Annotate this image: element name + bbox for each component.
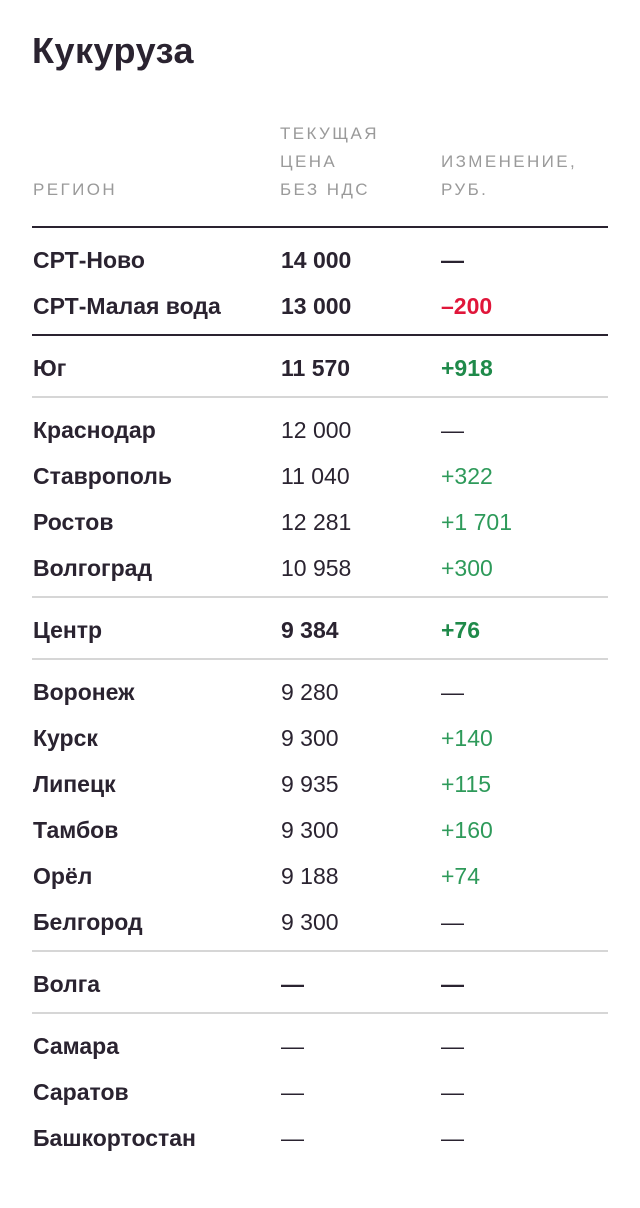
page-title: Кукуруза bbox=[32, 30, 195, 71]
change-cell: +76 bbox=[441, 617, 481, 643]
region-cell: Самара bbox=[33, 1033, 120, 1059]
price-cell: 9 300 bbox=[281, 725, 339, 751]
change-cell: +1 701 bbox=[441, 509, 512, 535]
price-cell: — bbox=[281, 1079, 304, 1105]
group-divider bbox=[32, 950, 608, 952]
change-cell: +115 bbox=[441, 771, 492, 797]
table-row: Воронеж 9 280 — bbox=[0, 672, 640, 712]
change-cell: — bbox=[441, 971, 464, 997]
region-cell: Ставрополь bbox=[33, 463, 173, 489]
change-cell: — bbox=[441, 417, 464, 443]
group-divider bbox=[32, 334, 608, 336]
column-header-price-line: ЦЕНА bbox=[280, 152, 338, 171]
region-cell: Волга bbox=[33, 971, 101, 997]
price-cell: 9 188 bbox=[281, 863, 339, 889]
price-cell: 12 000 bbox=[281, 417, 352, 443]
price-cell: 13 000 bbox=[281, 293, 352, 319]
price-cell: — bbox=[281, 1033, 304, 1059]
price-cell: 9 280 bbox=[281, 679, 339, 705]
price-cell: 9 384 bbox=[281, 617, 339, 643]
group-divider bbox=[32, 596, 608, 598]
price-cell: — bbox=[281, 971, 304, 997]
region-cell: СРТ-Ново bbox=[33, 247, 145, 273]
table-row: Ростов 12 281 +1 701 bbox=[0, 502, 640, 542]
change-cell: — bbox=[441, 247, 464, 273]
change-cell: — bbox=[441, 1033, 464, 1059]
table-row: Курск 9 300 +140 bbox=[0, 718, 640, 758]
column-header-price-line: БЕЗ НДС bbox=[280, 180, 370, 199]
table-row: Орёл 9 188 +74 bbox=[0, 856, 640, 896]
price-cell: 11 040 bbox=[281, 463, 350, 489]
region-cell: Липецк bbox=[33, 771, 116, 797]
column-header-change-line: РУБ. bbox=[441, 180, 489, 199]
region-cell: Башкортостан bbox=[33, 1125, 196, 1151]
price-cell: 9 935 bbox=[281, 771, 339, 797]
change-cell: +918 bbox=[441, 355, 493, 381]
group-divider bbox=[32, 658, 608, 660]
price-cell: 10 958 bbox=[281, 555, 352, 581]
column-header-price-line: ТЕКУЩАЯ bbox=[280, 124, 379, 143]
region-cell: Краснодар bbox=[33, 417, 156, 443]
table-row: Волгоград 10 958 +300 bbox=[0, 548, 640, 588]
table-row: Краснодар 12 000 — bbox=[0, 410, 640, 450]
change-cell: +322 bbox=[441, 463, 493, 489]
price-cell: — bbox=[281, 1125, 304, 1151]
region-cell: Центр bbox=[33, 617, 103, 643]
region-cell: Тамбов bbox=[33, 817, 119, 843]
change-cell: — bbox=[441, 909, 464, 935]
table-row: Центр 9 384 +76 bbox=[0, 610, 640, 650]
price-cell: 14 000 bbox=[281, 247, 352, 273]
region-cell: Ростов bbox=[33, 509, 114, 535]
table-row: Липецк 9 935 +115 bbox=[0, 764, 640, 804]
table-row: Самара — — bbox=[0, 1026, 640, 1066]
table-row: Саратов — — bbox=[0, 1072, 640, 1112]
group-divider bbox=[32, 396, 608, 398]
price-cell: 9 300 bbox=[281, 909, 339, 935]
column-header-region: РЕГИОН bbox=[33, 180, 118, 199]
table-row: Ставрополь 11 040 +322 bbox=[0, 456, 640, 496]
change-cell: +140 bbox=[441, 725, 493, 751]
table-row: Башкортостан — — bbox=[0, 1118, 640, 1158]
price-cell: 9 300 bbox=[281, 817, 339, 843]
table-row: СРТ-Ново 14 000 — bbox=[0, 240, 640, 280]
table-row: Тамбов 9 300 +160 bbox=[0, 810, 640, 850]
column-header-change-line: ИЗМЕНЕНИЕ, bbox=[441, 152, 578, 171]
region-cell: Волгоград bbox=[33, 555, 153, 581]
region-cell: Юг bbox=[33, 355, 67, 381]
change-cell: — bbox=[441, 1125, 464, 1151]
table-row: Волга — — bbox=[0, 964, 640, 1004]
change-cell: — bbox=[441, 1079, 464, 1105]
change-cell: +300 bbox=[441, 555, 493, 581]
column-header-change: ИЗМЕНЕНИЕ, РУБ. bbox=[441, 148, 611, 204]
price-cell: 11 570 bbox=[281, 355, 351, 381]
table-row: Юг 11 570 +918 bbox=[0, 348, 640, 388]
group-divider bbox=[32, 1012, 608, 1014]
price-cell: 12 281 bbox=[281, 509, 352, 535]
table-row: Белгород 9 300 — bbox=[0, 902, 640, 942]
region-cell: Белгород bbox=[33, 909, 143, 935]
change-cell: +74 bbox=[441, 863, 481, 889]
change-cell: –200 bbox=[441, 293, 493, 319]
region-cell: Курск bbox=[33, 725, 98, 751]
change-cell: +160 bbox=[441, 817, 493, 843]
header-divider bbox=[32, 226, 608, 228]
region-cell: СРТ-Малая вода bbox=[33, 293, 221, 319]
column-header-price: ТЕКУЩАЯ ЦЕНА БЕЗ НДС bbox=[280, 120, 420, 204]
change-cell: — bbox=[441, 679, 464, 705]
region-cell: Саратов bbox=[33, 1079, 129, 1105]
table-row: СРТ-Малая вода 13 000 –200 bbox=[0, 286, 640, 326]
region-cell: Воронеж bbox=[33, 679, 135, 705]
region-cell: Орёл bbox=[33, 863, 93, 889]
